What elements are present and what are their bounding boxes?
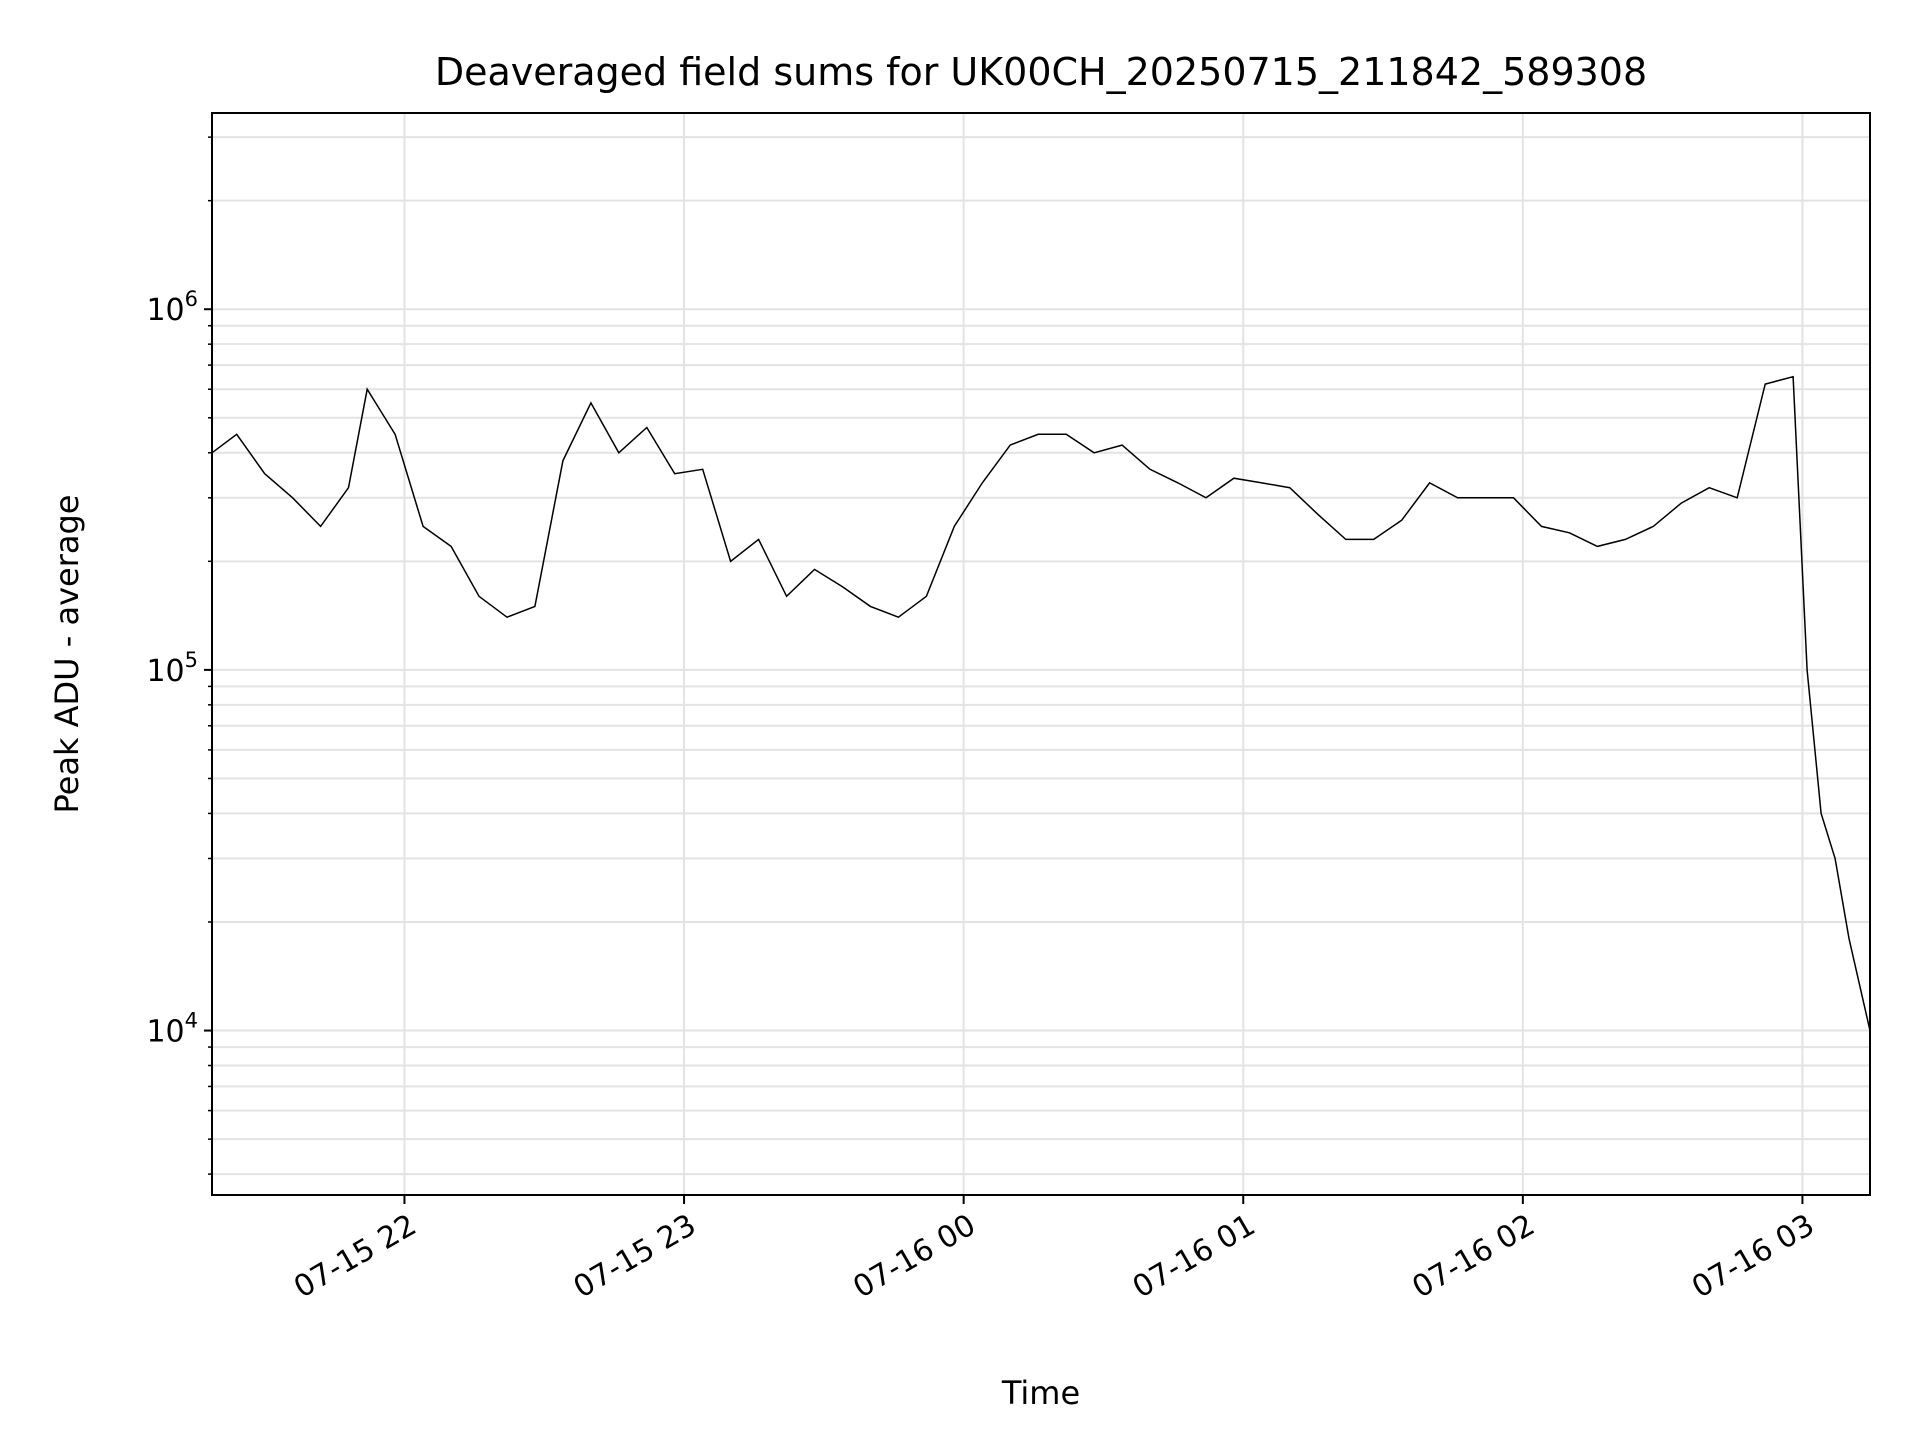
y-axis-label: Peak ADU - average <box>48 495 86 814</box>
plot-frame <box>211 112 1871 1196</box>
y-tick-label: 105 <box>146 648 198 689</box>
grid <box>212 113 1870 1195</box>
y-tick-label: 104 <box>146 1009 198 1050</box>
series-line <box>211 375 1871 1031</box>
data-line-layer <box>211 375 1871 1031</box>
chart-title: Deaveraged field sums for UK00CH_2025071… <box>435 50 1647 94</box>
y-tick-label: 106 <box>146 287 198 328</box>
x-axis-label: Time <box>1001 1374 1080 1412</box>
